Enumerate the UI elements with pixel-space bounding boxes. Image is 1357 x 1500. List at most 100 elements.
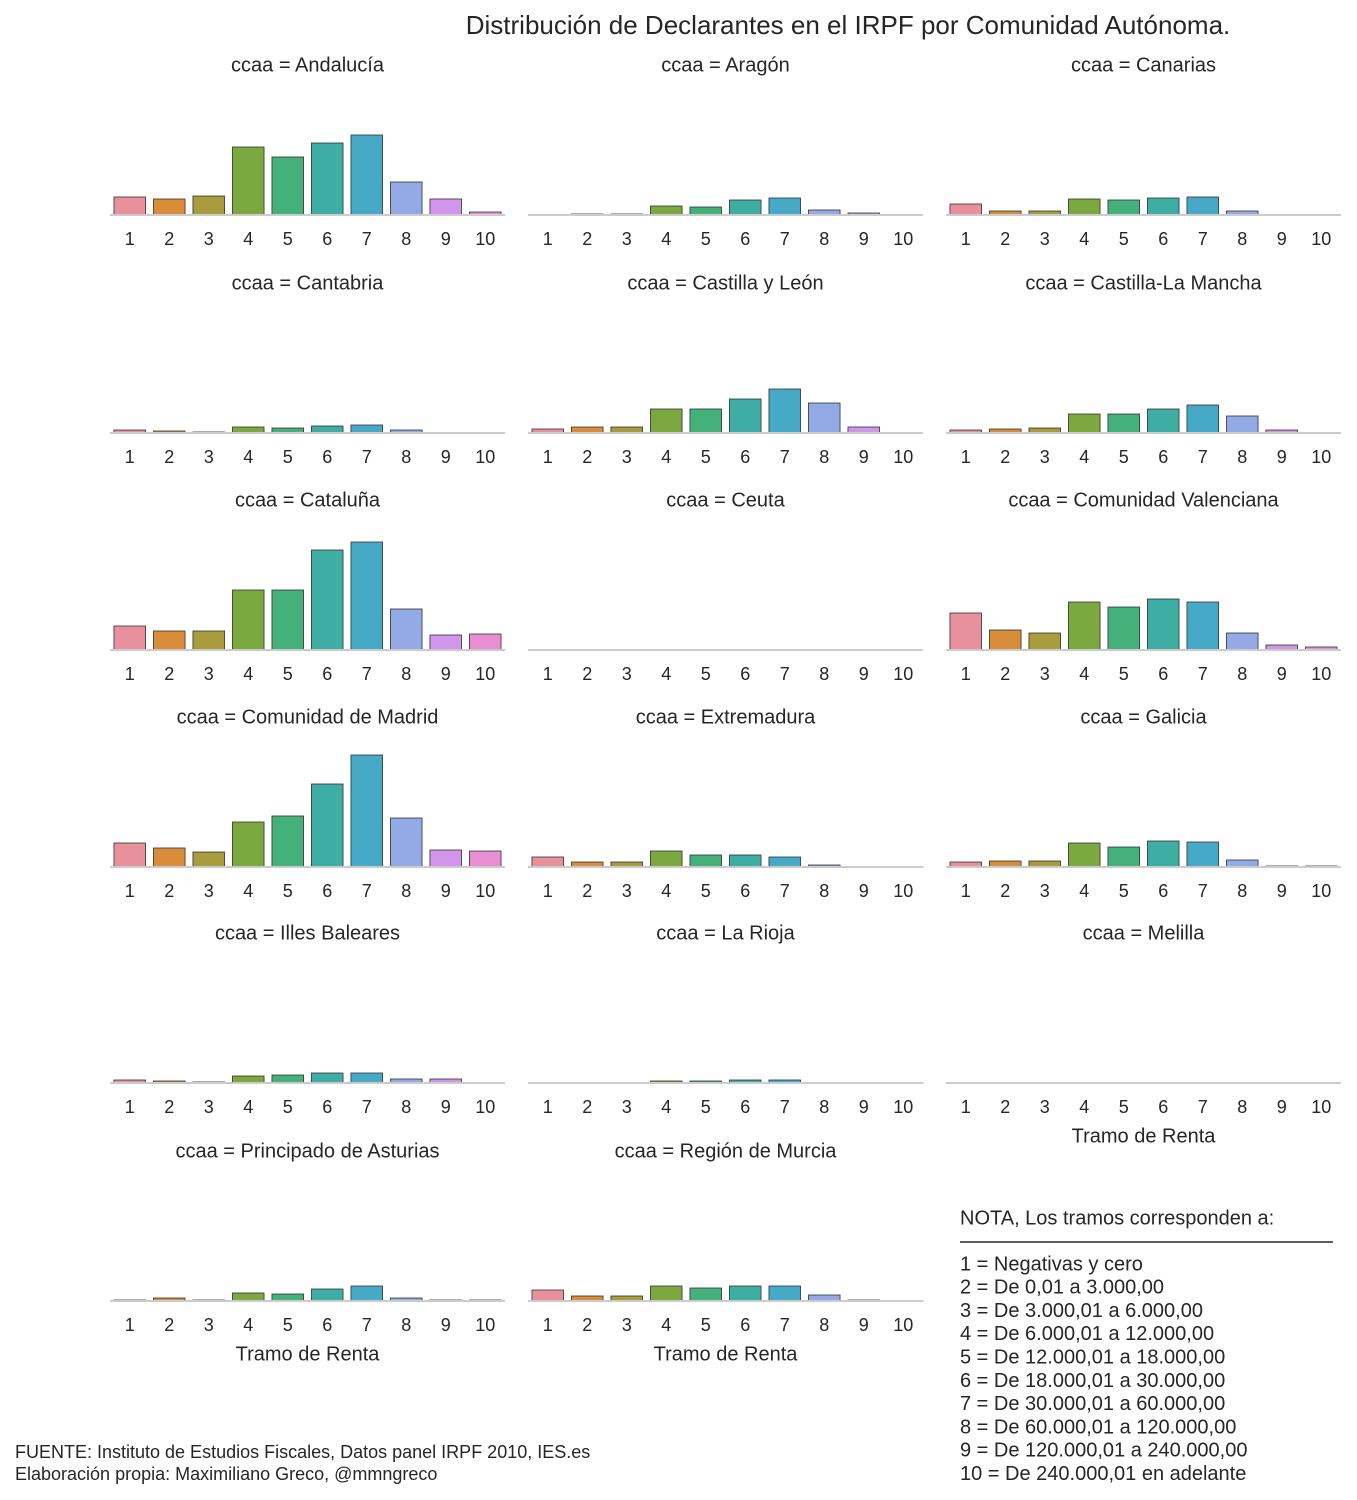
x-tick-label: 6 [740,1097,750,1117]
x-tick-label: 8 [819,1315,829,1335]
facet-title: ccaa = Extremadura [636,706,816,728]
x-tick-label: 2 [164,1097,174,1117]
bar [1226,859,1259,868]
bar [350,1285,383,1302]
x-tick-label: 1 [961,881,971,901]
bar [768,856,801,868]
bar [729,854,762,868]
bar [650,850,683,868]
facet-title: ccaa = Melilla [1083,922,1206,944]
x-tick-label: 1 [961,229,971,249]
x-tick-label: 9 [859,1097,869,1117]
x-tick-label: 8 [819,1097,829,1117]
x-tick-label: 4 [1079,1097,1089,1117]
bar [429,849,462,868]
x-tick-label: 3 [1040,447,1050,467]
bar [650,1285,683,1302]
bar [153,847,186,868]
x-tick-label: 8 [401,881,411,901]
x-tick-label: 10 [893,447,913,467]
x-tick-label: 5 [1119,229,1129,249]
x-tick-label: 8 [1237,664,1247,684]
x-axis-label: Tramo de Renta [1072,1125,1217,1147]
note-line: 3 = De 3.000,01 a 6.000,00 [960,1300,1203,1322]
x-axis-label: Tramo de Renta [236,1343,381,1365]
x-tick-label: 3 [204,447,214,467]
x-tick-label: 3 [1040,1097,1050,1117]
x-tick-label: 9 [441,447,451,467]
x-tick-label: 9 [441,664,451,684]
x-tick-label: 1 [543,1097,553,1117]
bar [429,198,462,216]
x-tick-label: 3 [622,881,632,901]
x-tick-label: 8 [819,229,829,249]
x-tick-label: 1 [125,1097,135,1117]
x-tick-label: 9 [859,229,869,249]
x-tick-label: 1 [543,229,553,249]
facet-title: ccaa = Comunidad Valenciana [1008,489,1279,511]
x-tick-label: 1 [543,664,553,684]
x-tick-label: 3 [622,1315,632,1335]
bar [113,196,146,216]
bar [192,630,225,651]
facet-title: ccaa = Andalucía [231,54,385,76]
x-tick-label: 5 [283,1097,293,1117]
bar [1147,408,1180,434]
bar [531,856,564,868]
x-tick-label: 8 [401,1097,411,1117]
bar [192,195,225,216]
x-tick-label: 8 [401,664,411,684]
x-tick-label: 1 [961,1097,971,1117]
x-tick-label: 8 [1237,229,1247,249]
x-tick-label: 3 [204,881,214,901]
facet-title: ccaa = Galicia [1080,706,1207,728]
x-tick-label: 7 [362,447,372,467]
x-tick-label: 5 [701,1097,711,1117]
bar [1147,598,1180,651]
x-tick-label: 10 [475,664,495,684]
x-tick-label: 1 [543,881,553,901]
bar [949,203,982,216]
x-tick-label: 6 [740,1315,750,1335]
x-tick-label: 2 [1000,1097,1010,1117]
bar [350,754,383,868]
x-tick-label: 2 [582,229,592,249]
x-tick-label: 1 [125,229,135,249]
x-tick-label: 1 [543,1315,553,1335]
x-tick-label: 10 [1311,881,1331,901]
bar [729,398,762,434]
bar [390,817,423,868]
x-tick-label: 5 [701,447,711,467]
bar [232,1075,265,1084]
x-tick-label: 6 [740,664,750,684]
bar [271,156,304,216]
x-tick-label: 7 [780,447,790,467]
note-heading: NOTA, Los tramos corresponden a: [960,1207,1274,1229]
x-tick-label: 10 [475,1097,495,1117]
bar [729,1285,762,1302]
facet-title: ccaa = Comunidad de Madrid [177,706,439,728]
bar [271,1293,304,1302]
x-tick-label: 10 [893,229,913,249]
x-tick-label: 2 [164,664,174,684]
x-tick-label: 2 [582,664,592,684]
bar [350,541,383,651]
bar [989,629,1022,651]
bar [808,402,841,434]
x-tick-label: 5 [283,1315,293,1335]
x-tick-label: 4 [243,881,253,901]
x-tick-label: 4 [243,447,253,467]
x-tick-label: 7 [780,229,790,249]
x-tick-label: 4 [243,229,253,249]
bar [1226,415,1259,434]
bar [689,408,722,434]
x-tick-label: 7 [362,1097,372,1117]
x-tick-label: 7 [362,881,372,901]
x-tick-label: 10 [475,447,495,467]
x-tick-label: 7 [1198,881,1208,901]
bar [1068,842,1101,868]
note-line: 6 = De 18.000,01 a 30.000,00 [960,1370,1225,1392]
x-tick-label: 6 [740,881,750,901]
bar [689,1287,722,1302]
